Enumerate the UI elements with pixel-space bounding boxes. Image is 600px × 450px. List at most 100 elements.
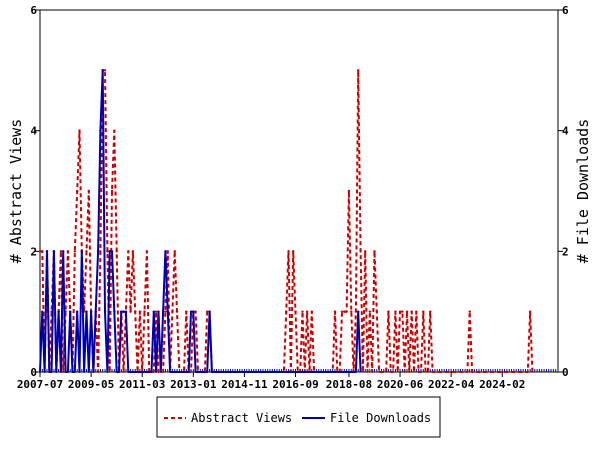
data-point-abstract-views bbox=[301, 310, 304, 313]
x-tick-label: 2024-02 bbox=[479, 378, 525, 391]
data-point-file-downloads bbox=[41, 310, 44, 313]
data-point-abstract-views bbox=[410, 310, 413, 313]
data-point-abstract-views bbox=[429, 310, 432, 313]
data-point-file-downloads bbox=[45, 250, 49, 253]
data-point-abstract-views bbox=[285, 310, 288, 313]
data-point-abstract-views bbox=[357, 69, 360, 72]
y-tick-label-left: 0 bbox=[30, 366, 37, 379]
data-point-abstract-views bbox=[154, 310, 158, 313]
data-point-abstract-views bbox=[129, 310, 132, 313]
data-point-abstract-views bbox=[375, 310, 379, 313]
data-point-file-downloads bbox=[120, 310, 123, 313]
data-point-file-downloads bbox=[80, 250, 84, 253]
data-point-file-downloads bbox=[103, 310, 107, 313]
y-axis-title-left: # Abstract Views bbox=[7, 119, 25, 264]
data-point-abstract-views bbox=[110, 189, 114, 193]
data-point-abstract-views bbox=[138, 310, 142, 313]
y-tick-label-left: 4 bbox=[30, 125, 37, 138]
data-point-abstract-views bbox=[131, 250, 135, 253]
legend: Abstract Views File Downloads bbox=[156, 396, 441, 438]
data-point-file-downloads bbox=[62, 250, 65, 253]
data-point-abstract-views bbox=[368, 310, 372, 313]
data-point-abstract-views bbox=[59, 250, 63, 253]
data-point-file-downloads bbox=[122, 310, 125, 313]
data-point-abstract-views bbox=[387, 310, 390, 313]
y-tick-label-right: 0 bbox=[562, 366, 569, 379]
data-point-abstract-views bbox=[143, 310, 146, 313]
data-point-file-downloads bbox=[57, 310, 60, 313]
x-tick-label: 2011-03 bbox=[119, 378, 165, 391]
data-point-abstract-views bbox=[87, 189, 90, 193]
data-point-file-downloads bbox=[99, 129, 102, 132]
data-point-file-downloads bbox=[85, 310, 88, 313]
data-point-abstract-views bbox=[185, 310, 188, 313]
data-point-file-downloads bbox=[52, 250, 56, 253]
data-point-abstract-views bbox=[422, 310, 425, 313]
y-tick-label-right: 6 bbox=[562, 4, 569, 17]
x-tick-label: 2022-04 bbox=[428, 378, 475, 391]
data-point-abstract-views bbox=[373, 250, 376, 253]
data-point-file-downloads bbox=[96, 250, 100, 253]
data-point-abstract-views bbox=[350, 310, 353, 313]
x-tick-label: 2020-06 bbox=[377, 378, 424, 391]
data-point-abstract-views bbox=[99, 250, 102, 253]
data-point-file-downloads bbox=[89, 310, 93, 313]
data-point-file-downloads bbox=[75, 310, 79, 313]
data-point-abstract-views bbox=[347, 189, 351, 193]
data-point-abstract-views bbox=[333, 310, 337, 313]
data-point-file-downloads bbox=[166, 310, 169, 313]
data-point-abstract-views bbox=[127, 250, 130, 253]
data-point-abstract-views bbox=[398, 310, 402, 313]
data-point-abstract-views bbox=[394, 310, 397, 313]
y-axis-title-right: # File Downloads bbox=[574, 119, 592, 264]
y-axis-left: 0 2 4 6 bbox=[30, 4, 40, 379]
data-point-abstract-views bbox=[75, 189, 79, 193]
data-point-abstract-views bbox=[175, 310, 179, 313]
legend-label-abstract-views: Abstract Views bbox=[191, 411, 292, 425]
x-tick-label: 2018-08 bbox=[326, 378, 372, 391]
data-point-file-downloads bbox=[157, 310, 160, 313]
data-point-file-downloads bbox=[357, 310, 360, 313]
data-point-file-downloads bbox=[113, 310, 116, 313]
x-tick-label: 2007-07 bbox=[17, 378, 63, 391]
data-point-abstract-views bbox=[468, 310, 471, 313]
data-point-file-downloads bbox=[101, 69, 104, 72]
data-point-file-downloads bbox=[108, 250, 111, 253]
data-point-file-downloads bbox=[208, 310, 211, 313]
data-point-file-downloads bbox=[189, 310, 193, 313]
data-point-abstract-views bbox=[294, 310, 297, 313]
data-point-abstract-views bbox=[343, 310, 346, 313]
legend-box bbox=[156, 396, 441, 438]
data-point-abstract-views bbox=[364, 250, 367, 253]
data-point-abstract-views bbox=[164, 310, 167, 313]
data-point-file-downloads bbox=[94, 310, 97, 313]
series-layer bbox=[38, 69, 534, 373]
data-point-abstract-views bbox=[345, 310, 348, 313]
legend-label-file-downloads: File Downloads bbox=[330, 411, 431, 425]
y-axis-right: 0 2 4 6 bbox=[558, 4, 569, 379]
data-point-abstract-views bbox=[405, 310, 409, 313]
data-point-abstract-views bbox=[291, 250, 295, 253]
data-point-file-downloads bbox=[68, 310, 72, 313]
data-point-file-downloads bbox=[161, 310, 165, 313]
data-point-abstract-views bbox=[78, 129, 81, 132]
series-line-file-downloads bbox=[39, 69, 362, 373]
data-point-file-downloads bbox=[152, 310, 156, 313]
data-point-abstract-views bbox=[113, 129, 116, 132]
data-point-abstract-views bbox=[528, 310, 532, 313]
y-tick-label-left: 2 bbox=[30, 245, 37, 258]
data-point-abstract-views bbox=[106, 250, 109, 253]
data-point-file-downloads bbox=[124, 310, 128, 313]
x-tick-label: 2014-11 bbox=[221, 378, 268, 391]
data-point-file-downloads bbox=[110, 250, 114, 253]
data-point-abstract-views bbox=[401, 310, 404, 313]
data-point-abstract-views bbox=[166, 250, 169, 253]
data-point-file-downloads bbox=[192, 310, 195, 313]
y-tick-label-right: 2 bbox=[562, 245, 569, 258]
data-point-abstract-views bbox=[354, 310, 358, 313]
data-point-abstract-views bbox=[206, 310, 209, 313]
data-point-abstract-views bbox=[415, 310, 418, 313]
data-point-abstract-views bbox=[66, 250, 70, 253]
x-tick-label: 2016-09 bbox=[272, 378, 318, 391]
